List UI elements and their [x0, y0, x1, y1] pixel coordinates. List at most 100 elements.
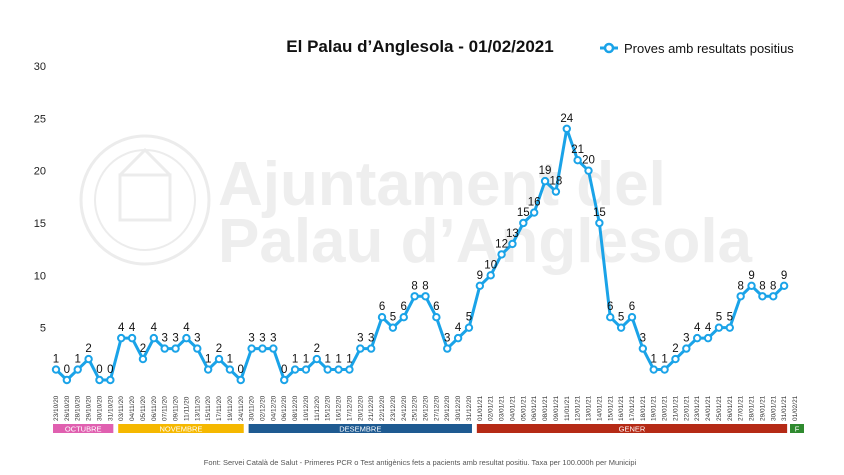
data-label: 10 — [484, 259, 497, 271]
x-tick-label: 17/11/20 — [216, 396, 223, 421]
y-tick-label: 25 — [34, 113, 46, 125]
x-tick-label: 01/02/21 — [792, 395, 799, 421]
data-label: 8 — [411, 280, 417, 292]
data-label: 4 — [694, 322, 701, 334]
data-label: 5 — [716, 312, 722, 324]
data-label: 2 — [140, 343, 146, 355]
x-tick-label: 17/12/20 — [346, 395, 353, 421]
data-points — [51, 124, 789, 385]
data-point — [84, 354, 93, 364]
month-label: F — [795, 425, 800, 434]
data-point — [497, 250, 506, 259]
data-label: 9 — [477, 270, 483, 282]
data-label: 0 — [238, 364, 244, 376]
data-point — [203, 365, 213, 374]
data-point — [508, 239, 517, 249]
x-tick-label: 07/11/20 — [162, 396, 169, 421]
x-tick-label: 30/10/20 — [96, 395, 103, 421]
x-tick-label: 29/10/20 — [86, 395, 93, 421]
data-label: 3 — [248, 333, 254, 345]
x-tick-label: 20/01/21 — [662, 395, 669, 421]
data-label: 2 — [85, 343, 91, 355]
x-tick-label: 21/01/21 — [672, 395, 679, 421]
x-tick-label: 26/01/21 — [727, 395, 734, 421]
data-point — [236, 375, 245, 385]
data-point — [171, 344, 180, 353]
x-tick-label: 13/11/20 — [194, 396, 201, 421]
x-tick-label: 30/12/20 — [455, 395, 462, 421]
data-point — [464, 323, 474, 332]
x-tick-label: 02/01/21 — [488, 395, 495, 421]
month-band — [790, 424, 804, 433]
x-tick-label: 08/01/21 — [542, 395, 549, 421]
x-tick-label: 05/01/21 — [520, 395, 527, 421]
data-point — [747, 281, 756, 290]
legend: Proves amb resultats positius — [600, 41, 794, 56]
data-label: 1 — [205, 354, 211, 366]
data-label: 3 — [444, 333, 450, 345]
x-tick-label: 16/01/21 — [618, 395, 625, 421]
x-tick-label: 26/10/20 — [64, 395, 71, 421]
data-point — [290, 365, 300, 374]
data-point — [573, 156, 582, 165]
data-label: 3 — [368, 333, 374, 345]
x-tick-label: 03/11/20 — [118, 396, 125, 421]
x-tick-label: 13/01/21 — [586, 395, 593, 421]
data-point — [149, 333, 159, 343]
data-point — [714, 323, 724, 332]
data-point — [117, 333, 126, 343]
data-label: 1 — [292, 354, 298, 366]
x-tick-label: 23/01/21 — [694, 395, 701, 421]
data-point — [301, 365, 311, 374]
data-label: 6 — [401, 301, 407, 313]
data-point — [95, 375, 104, 385]
data-label: 8 — [759, 280, 765, 292]
x-tick-label: 23/12/20 — [390, 395, 397, 421]
x-tick-label: 16/12/20 — [336, 395, 343, 421]
data-point — [453, 333, 463, 343]
month-band — [476, 424, 788, 433]
data-point — [73, 365, 82, 374]
data-point — [280, 375, 289, 385]
data-point — [182, 333, 191, 343]
data-point — [475, 281, 485, 290]
data-point — [258, 344, 267, 353]
data-label: 18 — [550, 176, 563, 188]
x-tick-label: 27/01/21 — [738, 395, 745, 421]
data-point — [388, 323, 398, 332]
x-tick-label: 08/12/20 — [292, 395, 299, 421]
x-tick-label: 06/11/20 — [151, 396, 158, 421]
data-label: 5 — [390, 312, 396, 324]
data-label: 0 — [107, 364, 113, 376]
x-tick-label: 21/12/20 — [368, 395, 375, 421]
data-label: 5 — [618, 312, 624, 324]
data-label: 4 — [455, 322, 462, 334]
data-label: 1 — [651, 354, 657, 366]
x-tick-label: 29/01/21 — [759, 395, 766, 421]
x-tick-label: 09/01/21 — [553, 395, 560, 421]
month-label: NOVEMBRE — [160, 425, 203, 434]
x-tick-label: 24/12/20 — [401, 395, 408, 421]
x-tick-label: 30/01/21 — [770, 395, 777, 421]
data-label: 0 — [281, 364, 287, 376]
x-tick-label: 15/12/20 — [325, 395, 332, 421]
data-point — [225, 365, 235, 374]
data-label: 13 — [506, 228, 519, 240]
x-tick-label: 22/12/20 — [379, 395, 386, 421]
x-tick-label: 04/12/20 — [270, 395, 277, 421]
data-label: 0 — [64, 364, 70, 376]
data-label: 3 — [194, 333, 200, 345]
data-label: 16 — [528, 197, 541, 209]
data-point — [606, 313, 615, 322]
data-point — [660, 365, 669, 374]
data-point — [247, 344, 256, 353]
month-label: GENER — [619, 425, 646, 434]
y-tick-label: 10 — [34, 270, 46, 282]
data-point — [703, 333, 713, 343]
data-label: 19 — [539, 165, 552, 177]
x-tick-label: 20/12/20 — [357, 395, 364, 421]
x-tick-label: 25/01/21 — [716, 395, 723, 421]
data-label: 2 — [216, 343, 222, 355]
data-label: 5 — [466, 312, 472, 324]
chart-title: El Palau d’Anglesola - 01/02/2021 — [286, 37, 553, 56]
